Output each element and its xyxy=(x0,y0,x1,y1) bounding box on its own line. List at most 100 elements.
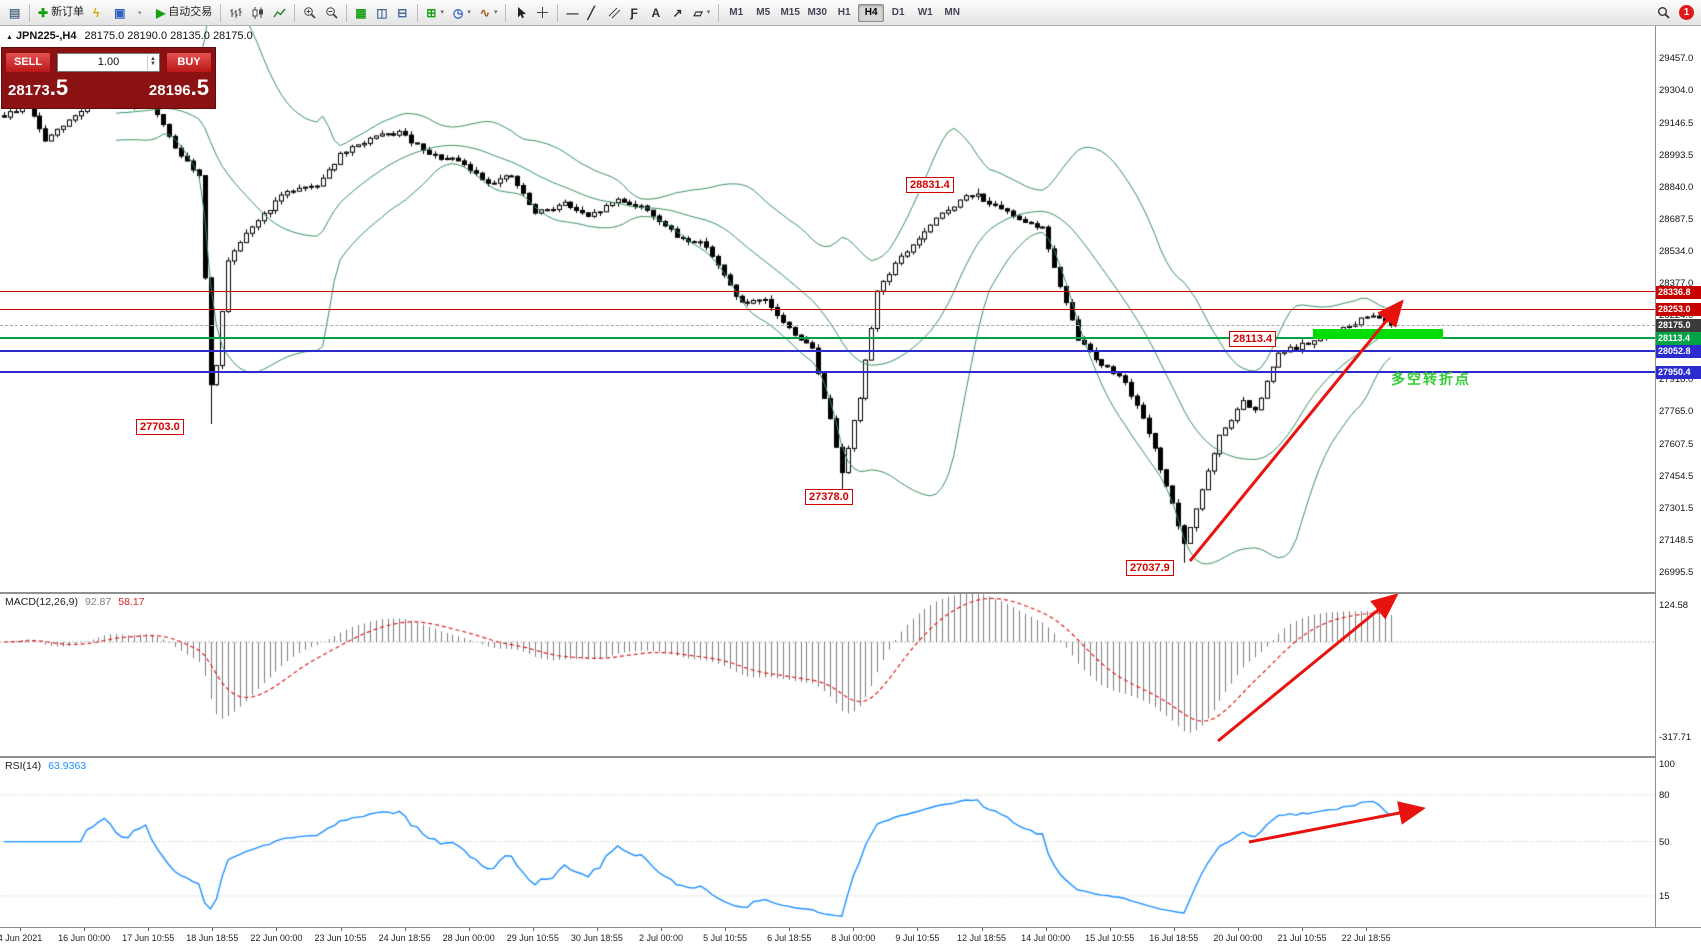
sell-button[interactable]: SELL xyxy=(5,51,51,73)
search-button[interactable] xyxy=(1653,3,1674,23)
chart-symbol-period: JPN225-,H4 xyxy=(15,30,77,42)
candlestick-chart-button[interactable] xyxy=(247,3,268,23)
timeframe-m15-button[interactable]: M15 xyxy=(777,4,803,22)
chart-window-icon[interactable]: ▤ xyxy=(5,3,25,23)
community-icon[interactable]: ◔ xyxy=(131,3,151,23)
rsi-indicator-label: RSI(14) 63.9363 xyxy=(5,760,86,772)
price-scale-label: 28993.5 xyxy=(1659,149,1694,161)
price-scale-label: 27148.5 xyxy=(1659,534,1694,546)
autotrade-button-label: 自动交易 xyxy=(168,6,213,18)
autotrade-button[interactable]: ▶ 自动交易 xyxy=(152,3,216,23)
horizontal-line-28253[interactable] xyxy=(0,308,1655,310)
tile-windows-button[interactable]: ▦ xyxy=(351,3,371,23)
horizontal-line-28052.8[interactable] xyxy=(0,349,1655,352)
horizontal-line-icon: ― xyxy=(566,5,579,20)
price-scale[interactable]: 29457.0 29304.0 29146.5 28993.5 28840.0 28687… xyxy=(1656,26,1701,927)
buy-price: 28196.5 xyxy=(148,75,209,100)
macd-signal-value: 58.17 xyxy=(118,596,145,608)
price-tag-28253.0: 28253.0 xyxy=(1656,303,1701,317)
time-axis-label: 9 Jul 10:55 xyxy=(895,933,940,943)
time-axis-label: 20 Jul 00:00 xyxy=(1213,933,1263,943)
chart-workspace: 28831.4 28113.4 27703.0 27378.0 27037.9 多空转折点… xyxy=(0,26,1701,948)
shapes-button[interactable]: ▱ xyxy=(689,3,714,23)
zoom-out-icon xyxy=(326,7,338,19)
horizontal-line-28336.8[interactable] xyxy=(0,291,1655,293)
turning-point-annotation[interactable]: 多空转折点 xyxy=(1391,371,1471,387)
buy-button[interactable]: BUY xyxy=(166,51,212,73)
support-zone-rectangle[interactable] xyxy=(1313,329,1443,340)
volume-input[interactable]: 1.00 ▲ ▼ xyxy=(57,52,160,72)
time-axis-tick xyxy=(1237,928,1239,931)
macd-scale-bottom: -317.71 xyxy=(1659,732,1692,744)
timeframe-d1-button[interactable]: D1 xyxy=(885,4,911,22)
cursor-button[interactable] xyxy=(510,3,531,23)
time-axis-label: 16 Jul 18:55 xyxy=(1149,933,1199,943)
channel-icon xyxy=(609,7,621,19)
time-axis-label: 21 Jul 10:55 xyxy=(1277,933,1327,943)
crosshair-button[interactable] xyxy=(532,3,553,23)
timeframe-m1-button[interactable]: M1 xyxy=(723,4,749,22)
time-axis-label: 6 Jul 18:55 xyxy=(767,933,812,943)
indicator-list-button[interactable]: ∿ xyxy=(476,3,502,23)
horizontal-line-28113.4[interactable] xyxy=(0,337,1655,340)
notification-badge[interactable]: 1 xyxy=(1679,5,1694,20)
price-callout-27037.9[interactable]: 27037.9 xyxy=(1126,560,1174,576)
panel-divider[interactable] xyxy=(0,592,1701,594)
timeframe-h4-button[interactable]: H4 xyxy=(858,3,885,22)
fibonacci-button[interactable]: Ƒ xyxy=(626,3,646,23)
line-chart-button[interactable] xyxy=(269,3,290,23)
horizontal-line-27950.4[interactable] xyxy=(0,371,1655,374)
timeframe-m5-button[interactable]: M5 xyxy=(750,4,776,22)
time-axis-tick xyxy=(468,928,470,931)
timeframe-w1-button[interactable]: W1 xyxy=(912,4,938,22)
time-axis-label: 24 Jun 18:55 xyxy=(378,933,431,943)
volume-spinner[interactable]: ▲ ▼ xyxy=(147,54,158,70)
profiles-icon[interactable]: ▣ xyxy=(110,3,130,23)
zoom-out-button[interactable] xyxy=(321,3,342,23)
timeframe-mn-button[interactable]: MN xyxy=(939,4,965,22)
quick-trade-icon[interactable]: ϟ xyxy=(89,3,109,23)
time-axis[interactable]: 4 Jun 2021 16 Jun 00:00 17 Jun 10:55 18 Jun… xyxy=(0,928,1655,948)
period-selector-button[interactable]: ◷ xyxy=(449,3,475,23)
horizontal-line-button[interactable]: ― xyxy=(562,3,582,23)
price-tag-28113.4: 28113.4 xyxy=(1656,332,1701,346)
channel-button[interactable] xyxy=(604,3,625,23)
time-axis-tick xyxy=(148,928,150,931)
zoom-in-button[interactable] xyxy=(299,3,320,23)
price-callout-27703.0[interactable]: 27703.0 xyxy=(136,419,184,435)
price-callout-28113.4[interactable]: 28113.4 xyxy=(1229,331,1277,347)
arrange-windows-button[interactable]: ◫ xyxy=(372,3,392,23)
new-chart-icon: ⊞ xyxy=(426,5,437,20)
price-tag-27950.4: 27950.4 xyxy=(1656,366,1701,380)
price-callout-28831.4[interactable]: 28831.4 xyxy=(906,177,954,193)
price-callout-27378.0[interactable]: 27378.0 xyxy=(805,489,853,505)
time-axis-tick xyxy=(1109,928,1111,931)
price-scale-label: 27454.5 xyxy=(1659,470,1694,482)
rsi-scale-label: 80 xyxy=(1659,790,1670,802)
time-axis-label: 4 Jun 2021 xyxy=(0,933,43,943)
new-order-button[interactable]: ✚ 新订单 xyxy=(34,3,88,23)
price-tag-28052.8: 28052.8 xyxy=(1656,344,1701,358)
time-axis-tick xyxy=(84,928,86,931)
macd-canvas[interactable] xyxy=(0,594,1655,756)
text-button[interactable]: A xyxy=(647,3,667,23)
new-chart-button[interactable]: ⊞ xyxy=(422,3,448,23)
rsi-canvas[interactable] xyxy=(0,758,1655,927)
arrow-label-button[interactable]: ↗ xyxy=(668,3,688,23)
time-axis-tick xyxy=(981,928,983,931)
trendline-button[interactable]: ╱ xyxy=(583,3,603,23)
panel-divider[interactable] xyxy=(0,756,1701,758)
cascade-windows-button[interactable]: ⊟ xyxy=(393,3,413,23)
price-scale-label: 27918.0 xyxy=(1659,374,1694,386)
timeframe-m30-button[interactable]: M30 xyxy=(804,4,830,22)
horizontal-line-28175[interactable] xyxy=(0,324,1655,326)
price-scale-label: 28840.0 xyxy=(1659,181,1694,193)
time-axis-label: 23 Jun 10:55 xyxy=(314,933,367,943)
profiles-icon: ▣ xyxy=(114,5,126,20)
timeframe-h1-button[interactable]: H1 xyxy=(831,4,857,22)
community-icon: ◔ xyxy=(135,5,143,20)
search-icon xyxy=(1658,7,1670,19)
main-toolbar: ▤ ✚新订单 ϟ ▣ ◔ ▶自动交易 ▦ ◫ ⊟ ⊞ ◷ ∿ ― ╱ ƑA ↗ ▱ M1M5M15M30H1H4D… xyxy=(0,0,1701,26)
price-scale-border xyxy=(1655,26,1656,927)
bar-chart-button[interactable] xyxy=(225,3,246,23)
